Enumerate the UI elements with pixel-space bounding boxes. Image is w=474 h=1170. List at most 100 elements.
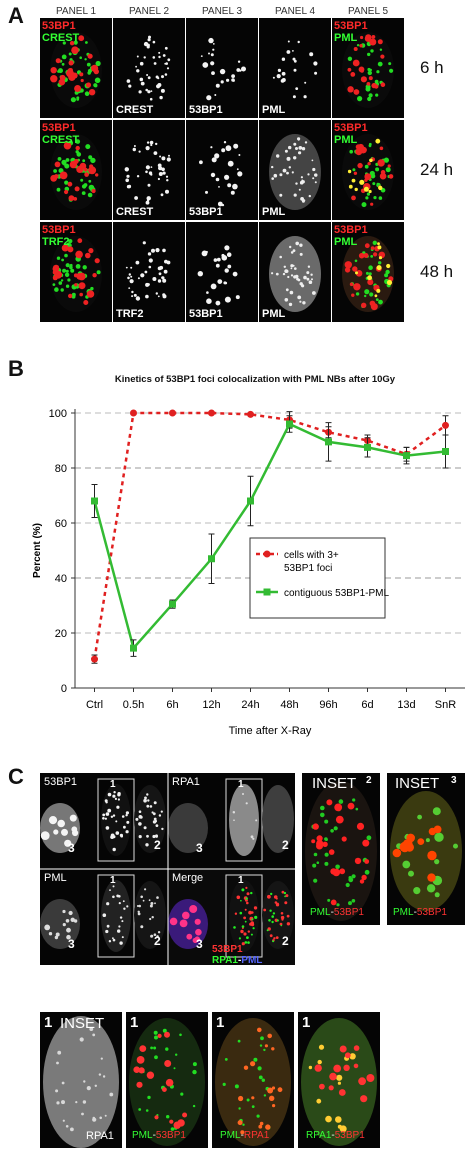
focus-dot <box>192 1069 197 1075</box>
focus-dot <box>327 898 331 902</box>
focus-dot <box>368 76 373 81</box>
label-red: 53BP1 <box>334 224 368 236</box>
focus-dot <box>385 167 391 173</box>
focus-dot <box>313 878 318 883</box>
focus-dot <box>266 929 269 932</box>
focus-dot <box>316 842 323 850</box>
focus-dot <box>63 141 72 150</box>
focus-dot <box>133 145 136 147</box>
focus-dot <box>243 932 247 936</box>
focus-dot <box>362 839 370 847</box>
focus-dot <box>153 1046 157 1050</box>
focus-dot <box>200 55 203 57</box>
focus-dot <box>86 62 91 67</box>
focus-dot <box>153 62 157 65</box>
focus-dot <box>352 168 356 172</box>
focus-dot <box>427 850 437 861</box>
focus-dot <box>146 1071 155 1079</box>
legend-marker <box>263 550 271 558</box>
focus-dot <box>280 915 285 920</box>
focus-dot <box>349 1053 356 1060</box>
focus-dot <box>146 43 150 47</box>
focus-dot <box>267 1033 272 1039</box>
data-point-green <box>169 600 176 608</box>
focus-dot <box>169 1119 174 1124</box>
focus-dot <box>206 298 212 304</box>
focus-dot <box>241 925 245 928</box>
focus-dot <box>137 912 141 916</box>
chart-title: Kinetics of 53BP1 foci colocalization wi… <box>114 374 396 385</box>
focus-dot <box>326 799 333 806</box>
series-line-1 <box>93 411 447 660</box>
focus-dot <box>417 814 422 820</box>
focus-dot <box>370 246 375 250</box>
focus-dot <box>56 1101 60 1105</box>
focus-dot <box>311 839 316 844</box>
focus-dot <box>253 906 258 910</box>
focus-dot <box>102 813 106 817</box>
focus-dot <box>226 78 230 82</box>
y-tick-label: 0 <box>61 683 67 695</box>
focus-dot <box>339 868 346 875</box>
focus-dot <box>147 252 152 256</box>
focus-dot <box>317 1059 322 1065</box>
focus-dot <box>369 292 374 297</box>
focus-dot <box>363 186 369 192</box>
focus-dot <box>217 201 223 207</box>
box-number-1b: 1 <box>238 779 244 790</box>
panel-a-r3-c5: 53BP1 PML <box>332 222 404 322</box>
focus-dot <box>55 1089 59 1093</box>
focus-dot <box>192 1062 197 1067</box>
focus-dot <box>87 192 93 198</box>
time-label: 6 h <box>420 58 444 77</box>
focus-dot <box>364 294 367 298</box>
bottom-1-label: RPA1 <box>86 1130 114 1142</box>
focus-dot <box>88 166 97 175</box>
focus-dot <box>151 811 154 814</box>
focus-dot <box>375 138 381 144</box>
focus-dot <box>161 276 165 280</box>
focus-dot <box>387 164 391 168</box>
focus-dot <box>150 173 153 176</box>
panel-a-letter: A <box>8 3 24 28</box>
focus-dot <box>227 264 232 269</box>
focus-dot <box>48 816 58 825</box>
focus-dot <box>297 40 300 44</box>
focus-dot <box>109 1092 114 1097</box>
focus-dot <box>164 73 168 76</box>
data-point-red <box>130 409 137 417</box>
focus-dot <box>353 171 358 175</box>
focus-dot <box>250 1061 256 1067</box>
focus-dot <box>378 256 383 260</box>
focus-dot <box>371 82 377 89</box>
focus-dot <box>370 255 374 258</box>
focus-dot <box>165 1047 169 1051</box>
focus-dot <box>368 189 372 194</box>
focus-dot <box>91 188 96 194</box>
focus-dot <box>221 148 226 153</box>
legend-marker <box>263 588 271 596</box>
focus-dot <box>65 919 70 923</box>
focus-dot <box>144 888 147 891</box>
focus-dot <box>238 1107 241 1110</box>
focus-dot <box>205 190 208 194</box>
label-channel: PML <box>262 308 286 320</box>
focus-dot <box>364 173 372 181</box>
focus-dot <box>366 82 371 86</box>
focus-dot <box>351 899 356 903</box>
x-tick-label: 48h <box>280 699 298 711</box>
focus-dot <box>161 75 164 79</box>
focus-dot <box>244 920 247 923</box>
focus-dot <box>365 86 371 92</box>
focus-dot <box>156 896 159 899</box>
focus-dot <box>57 1050 62 1055</box>
focus-dot <box>162 1087 167 1092</box>
focus-dot <box>95 60 101 67</box>
focus-dot <box>385 269 390 275</box>
focus-dot <box>244 908 247 911</box>
data-point-green <box>208 555 215 563</box>
focus-dot <box>364 859 370 864</box>
focus-dot <box>146 804 150 808</box>
bottom-1-title: INSET <box>60 1015 105 1032</box>
focus-dot <box>330 899 337 906</box>
